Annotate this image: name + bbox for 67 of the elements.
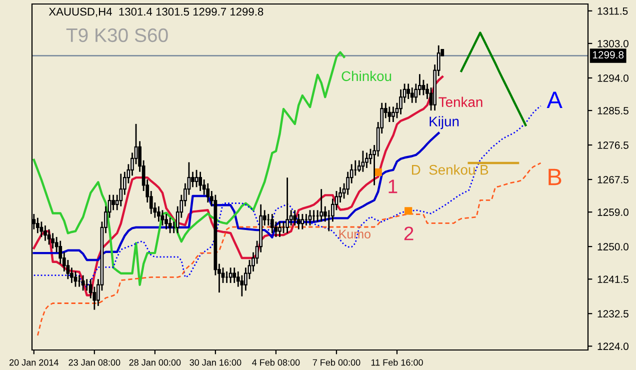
annotation: 2 bbox=[404, 226, 414, 240]
candlestick bbox=[293, 209, 297, 226]
series-label: D Senkou B bbox=[412, 164, 488, 175]
line-series bbox=[36, 162, 542, 336]
y-tick-label: 1267.5 bbox=[598, 176, 628, 184]
x-tick-label: 20 Jan 2014 bbox=[10, 359, 58, 366]
candlestick bbox=[198, 171, 202, 192]
candlestick bbox=[296, 213, 300, 230]
candlestick bbox=[40, 220, 44, 238]
candlestick bbox=[119, 173, 123, 208]
candlestick bbox=[164, 213, 168, 230]
y-tick-label: 1276.5 bbox=[598, 142, 628, 149]
ref-line-label: 1299.8 bbox=[592, 51, 624, 59]
candlestick bbox=[232, 266, 236, 284]
series-label: B bbox=[548, 168, 562, 186]
y-tick-label: 1311.5 bbox=[598, 7, 628, 15]
x-tick-label: 7 Feb 00:00 bbox=[312, 359, 360, 366]
y-tick-label: 1303.0 bbox=[598, 40, 628, 48]
candlestick bbox=[51, 232, 54, 250]
candlestick bbox=[81, 274, 85, 292]
candlestick bbox=[74, 270, 78, 288]
candlestick bbox=[206, 182, 210, 204]
y-tick-label: 1285.5 bbox=[598, 107, 628, 114]
candlestick bbox=[361, 150, 365, 173]
chart-title: XAUUSD,H4 1301.4 1301.5 1299.7 1299.8 bbox=[48, 8, 264, 17]
candlestick bbox=[240, 274, 244, 298]
candlestick bbox=[320, 188, 324, 222]
candlestick bbox=[168, 217, 172, 234]
y-tick-label: 1241.5 bbox=[598, 276, 628, 283]
annotation: T9 K30 S60 bbox=[66, 28, 168, 42]
candlestick bbox=[388, 106, 392, 123]
candlestick bbox=[286, 176, 289, 234]
candlestick bbox=[410, 86, 414, 104]
candlestick bbox=[270, 213, 274, 234]
y-tick-label: 1250.0 bbox=[598, 243, 628, 250]
candlestick bbox=[194, 169, 198, 188]
y-tick-label: 1294.0 bbox=[598, 74, 628, 82]
x-tick-label: 23 Jan 08:00 bbox=[68, 359, 120, 366]
candlestick bbox=[308, 209, 312, 226]
candlestick bbox=[300, 213, 304, 230]
candlestick bbox=[365, 152, 368, 169]
y-tick-label: 1259.0 bbox=[598, 208, 628, 216]
series-label: Tenkan bbox=[438, 96, 482, 108]
line-series bbox=[33, 105, 542, 288]
x-tick-label: 4 Feb 08:00 bbox=[252, 359, 300, 366]
candlestick bbox=[36, 217, 40, 234]
x-tick-label: 30 Jan 16:00 bbox=[190, 359, 242, 366]
annotation: Kumo bbox=[339, 230, 370, 238]
series-label: Kijun bbox=[430, 116, 459, 130]
candlestick bbox=[392, 106, 395, 123]
candlestick bbox=[157, 206, 160, 222]
candlestick bbox=[191, 171, 194, 188]
y-tick-label: 1232.5 bbox=[598, 310, 628, 318]
series-label: Chinkou bbox=[342, 70, 392, 82]
annotation: 1 bbox=[388, 180, 398, 194]
candlestick bbox=[47, 228, 51, 246]
candlestick bbox=[228, 266, 232, 284]
x-tick-label: 28 Jan 00:00 bbox=[129, 359, 181, 366]
candlestick bbox=[278, 220, 282, 238]
y-tick-label: 1224.0 bbox=[598, 342, 628, 350]
x-tick-label: 11 Feb 16:00 bbox=[371, 359, 423, 366]
candlestick bbox=[44, 224, 47, 242]
candlestick bbox=[160, 209, 164, 226]
candlestick bbox=[422, 79, 426, 96]
series-label: A bbox=[546, 92, 562, 108]
candlestick bbox=[406, 83, 410, 100]
candlestick bbox=[112, 194, 116, 211]
